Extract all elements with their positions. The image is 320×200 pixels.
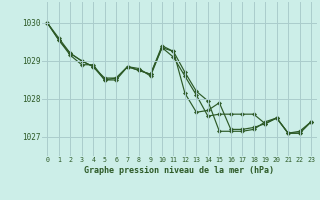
X-axis label: Graphe pression niveau de la mer (hPa): Graphe pression niveau de la mer (hPa) — [84, 166, 274, 175]
